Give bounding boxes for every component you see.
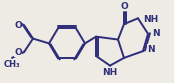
Text: N: N	[152, 29, 160, 38]
Text: O: O	[120, 2, 128, 11]
Text: N: N	[147, 45, 155, 54]
Text: O: O	[14, 48, 22, 57]
Text: NH: NH	[143, 15, 158, 24]
Text: NH: NH	[102, 68, 118, 77]
Text: O: O	[14, 21, 22, 30]
Text: CH₃: CH₃	[4, 60, 20, 69]
